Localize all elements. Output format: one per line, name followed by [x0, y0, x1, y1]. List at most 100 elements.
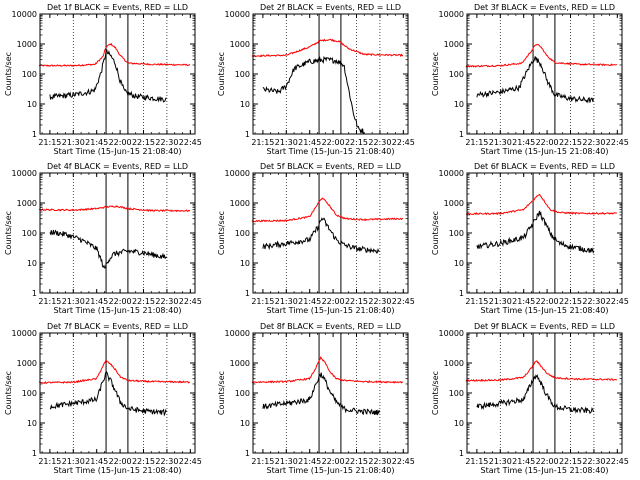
x-tick-label: 22:30	[155, 297, 178, 306]
plot-frame	[466, 172, 623, 294]
y-tick-label: 100	[449, 229, 464, 238]
y-axis-label: Counts/sec	[431, 211, 440, 255]
y-tick-label: 10000	[225, 329, 250, 338]
y-tick-label: 10	[27, 100, 37, 109]
y-tick-label: 10000	[12, 329, 37, 338]
lld-series-line	[251, 197, 404, 223]
x-tick-label: 21:45	[298, 457, 321, 466]
y-tick-label: 1000	[17, 359, 37, 368]
plot-frame	[466, 13, 623, 135]
x-tick-label: 22:00	[109, 457, 132, 466]
y-tick-label: 100	[22, 389, 37, 398]
x-tick-label: 22:45	[179, 457, 202, 466]
y-tick-label: 10000	[439, 329, 464, 338]
y-tick-label: 1	[245, 130, 250, 139]
y-tick-label: 100	[449, 70, 464, 79]
x-tick-label: 21:45	[85, 297, 108, 306]
y-tick-label: 1000	[230, 199, 250, 208]
x-tick-label: 22:15	[559, 138, 582, 147]
lld-series-line	[465, 43, 617, 68]
lld-series-line	[38, 42, 191, 67]
y-tick-label: 100	[22, 70, 37, 79]
x-tick-label: 22:15	[345, 297, 368, 306]
plot-frame	[252, 13, 409, 135]
x-tick-label: 22:00	[536, 297, 559, 306]
chart-title: Det 1f BLACK = Events, RED = LLD	[47, 3, 188, 12]
x-tick-label: 21:15	[465, 138, 488, 147]
y-axis-label: Counts/sec	[431, 52, 440, 96]
x-tick-label: 22:15	[345, 138, 368, 147]
x-tick-label: 22:00	[109, 138, 132, 147]
x-tick-label: 22:45	[179, 138, 202, 147]
chart-title: Det 6f BLACK = Events, RED = LLD	[474, 162, 615, 171]
lld-series-line	[251, 38, 404, 58]
x-tick-label: 21:45	[512, 138, 535, 147]
y-tick-label: 100	[449, 389, 464, 398]
x-tick-label: 22:15	[345, 457, 368, 466]
chart-title: Det 4f BLACK = Events, RED = LLD	[47, 162, 188, 171]
x-tick-label: 22:00	[322, 457, 345, 466]
chart-panel-1: Det 1f BLACK = Events, RED = LLD 1 10 100 10…	[4, 3, 202, 156]
x-tick-label: 21:45	[298, 138, 321, 147]
x-tick-label: 21:45	[512, 297, 535, 306]
x-tick-label: 21:30	[489, 138, 512, 147]
chart-title: Det 7f BLACK = Events, RED = LLD	[47, 322, 188, 331]
chart-panel-2: Det 2f BLACK = Events, RED = LLD 1 10 100 10…	[217, 3, 415, 156]
y-axis-label: Counts/sec	[4, 371, 13, 415]
x-tick-label: 22:45	[179, 297, 202, 306]
x-tick-label: 22:15	[132, 457, 155, 466]
events-series-line	[476, 56, 594, 104]
x-tick-label: 21:15	[465, 457, 488, 466]
x-tick-label: 22:45	[606, 457, 629, 466]
x-tick-label: 21:15	[38, 297, 61, 306]
x-tick-label: 22:15	[132, 297, 155, 306]
y-tick-label: 1	[245, 449, 250, 458]
y-tick-label: 1	[32, 289, 37, 298]
x-tick-label: 21:30	[489, 457, 512, 466]
x-tick-label: 22:30	[368, 297, 391, 306]
y-tick-label: 10000	[439, 10, 464, 19]
x-tick-label: 22:30	[368, 457, 391, 466]
x-tick-label: 21:15	[465, 297, 488, 306]
chart-title: Det 9f BLACK = Events, RED = LLD	[474, 322, 615, 331]
chart-title: Det 3f BLACK = Events, RED = LLD	[474, 3, 615, 12]
events-series-line	[49, 49, 167, 103]
chart-panel-7: Det 7f BLACK = Events, RED = LLD 1 10 100 10…	[4, 322, 202, 475]
y-tick-label: 10	[27, 259, 37, 268]
y-tick-label: 1	[245, 289, 250, 298]
x-tick-label: 22:45	[606, 138, 629, 147]
x-axis-label: Start Time (15-Jun-15 21:08:40)	[481, 147, 609, 156]
x-tick-label: 22:30	[582, 457, 605, 466]
x-tick-label: 21:30	[489, 297, 512, 306]
y-axis-label: Counts/sec	[431, 371, 440, 415]
x-tick-label: 22:45	[606, 297, 629, 306]
x-tick-label: 22:45	[392, 457, 415, 466]
y-tick-label: 1000	[230, 40, 250, 49]
x-tick-label: 21:30	[275, 297, 298, 306]
x-tick-label: 22:15	[559, 297, 582, 306]
y-tick-label: 10000	[225, 10, 250, 19]
y-tick-label: 100	[235, 229, 250, 238]
y-tick-label: 1	[32, 449, 37, 458]
chart-title: Det 8f BLACK = Events, RED = LLD	[260, 322, 401, 331]
x-tick-label: 21:15	[251, 297, 274, 306]
y-tick-label: 1	[459, 130, 464, 139]
x-tick-label: 22:00	[536, 457, 559, 466]
x-axis-label: Start Time (15-Jun-15 21:08:40)	[267, 306, 395, 315]
y-tick-label: 1000	[444, 359, 464, 368]
y-tick-label: 10	[454, 419, 464, 428]
events-series-line	[262, 55, 365, 135]
plot-frame	[39, 13, 196, 135]
x-tick-label: 21:15	[38, 138, 61, 147]
y-tick-label: 10	[240, 419, 250, 428]
chart-title: Det 5f BLACK = Events, RED = LLD	[260, 162, 401, 171]
x-tick-label: 21:45	[298, 297, 321, 306]
x-tick-label: 22:15	[559, 457, 582, 466]
x-tick-label: 22:45	[392, 138, 415, 147]
x-tick-label: 21:15	[251, 138, 274, 147]
x-tick-label: 21:30	[275, 457, 298, 466]
y-tick-label: 10000	[12, 169, 37, 178]
lld-series-line	[39, 359, 190, 384]
x-tick-label: 22:00	[109, 297, 132, 306]
x-axis-label: Start Time (15-Jun-15 21:08:40)	[267, 466, 395, 475]
